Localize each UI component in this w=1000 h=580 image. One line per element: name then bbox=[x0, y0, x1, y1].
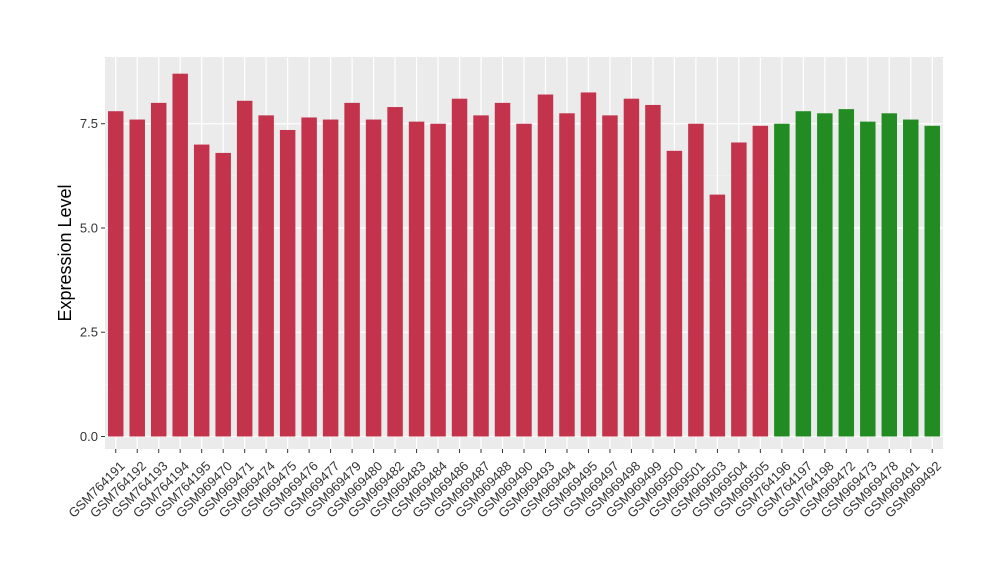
bar-GSM764194 bbox=[172, 73, 188, 437]
bar-GSM969473 bbox=[860, 121, 876, 437]
bar-GSM969498 bbox=[623, 98, 640, 437]
bar-GSM764197 bbox=[795, 111, 812, 437]
bar-GSM969470 bbox=[215, 152, 231, 437]
bar-GSM764191 bbox=[108, 111, 124, 437]
bar-GSM969480 bbox=[365, 119, 382, 437]
bar-GSM969484 bbox=[430, 123, 446, 437]
bar-GSM969501 bbox=[688, 123, 704, 437]
y-axis: 0.0 2.5 5.0 7.5 bbox=[80, 116, 105, 444]
bar-GSM969486 bbox=[451, 98, 468, 437]
y-tick-label: 5.0 bbox=[80, 220, 98, 235]
bar-GSM969483 bbox=[408, 121, 425, 437]
bar-GSM969503 bbox=[709, 194, 726, 437]
bar-GSM969500 bbox=[666, 150, 683, 437]
bar-GSM969475 bbox=[279, 129, 296, 437]
bar-GSM969504 bbox=[731, 142, 747, 437]
bar-GSM969472 bbox=[838, 109, 855, 437]
bar-GSM969495 bbox=[580, 92, 597, 437]
bar-GSM764198 bbox=[817, 113, 833, 437]
bar-GSM969487 bbox=[473, 115, 489, 437]
bar-GSM764195 bbox=[193, 144, 210, 437]
bar-GSM969474 bbox=[258, 115, 274, 437]
bar-GSM969478 bbox=[881, 113, 898, 437]
bar-GSM969493 bbox=[537, 94, 554, 437]
x-axis: GSM764191GSM764192GSM764193GSM764194GSM7… bbox=[65, 449, 944, 521]
bar-GSM969476 bbox=[301, 117, 317, 437]
bar-GSM969490 bbox=[516, 123, 532, 437]
bars bbox=[108, 73, 940, 437]
bar-GSM969492 bbox=[924, 125, 940, 437]
y-tick-label: 0.0 bbox=[80, 429, 98, 444]
bar-GSM764193 bbox=[150, 102, 167, 437]
bar-GSM969505 bbox=[752, 125, 769, 437]
y-tick-label: 7.5 bbox=[80, 116, 98, 131]
bar-GSM969477 bbox=[322, 119, 339, 437]
bar-GSM969494 bbox=[559, 113, 575, 437]
y-tick-label: 2.5 bbox=[80, 325, 98, 340]
bar-GSM969482 bbox=[387, 107, 403, 437]
y-axis-title: Expression Level bbox=[55, 184, 75, 321]
bar-GSM969471 bbox=[236, 100, 253, 437]
bar-GSM969479 bbox=[344, 102, 360, 437]
bar-GSM969488 bbox=[494, 102, 511, 437]
bar-GSM969491 bbox=[903, 119, 919, 437]
bar-GSM764196 bbox=[774, 123, 790, 437]
bar-GSM764192 bbox=[129, 119, 145, 437]
bar-GSM969499 bbox=[645, 104, 661, 437]
bar-GSM969497 bbox=[602, 115, 618, 437]
